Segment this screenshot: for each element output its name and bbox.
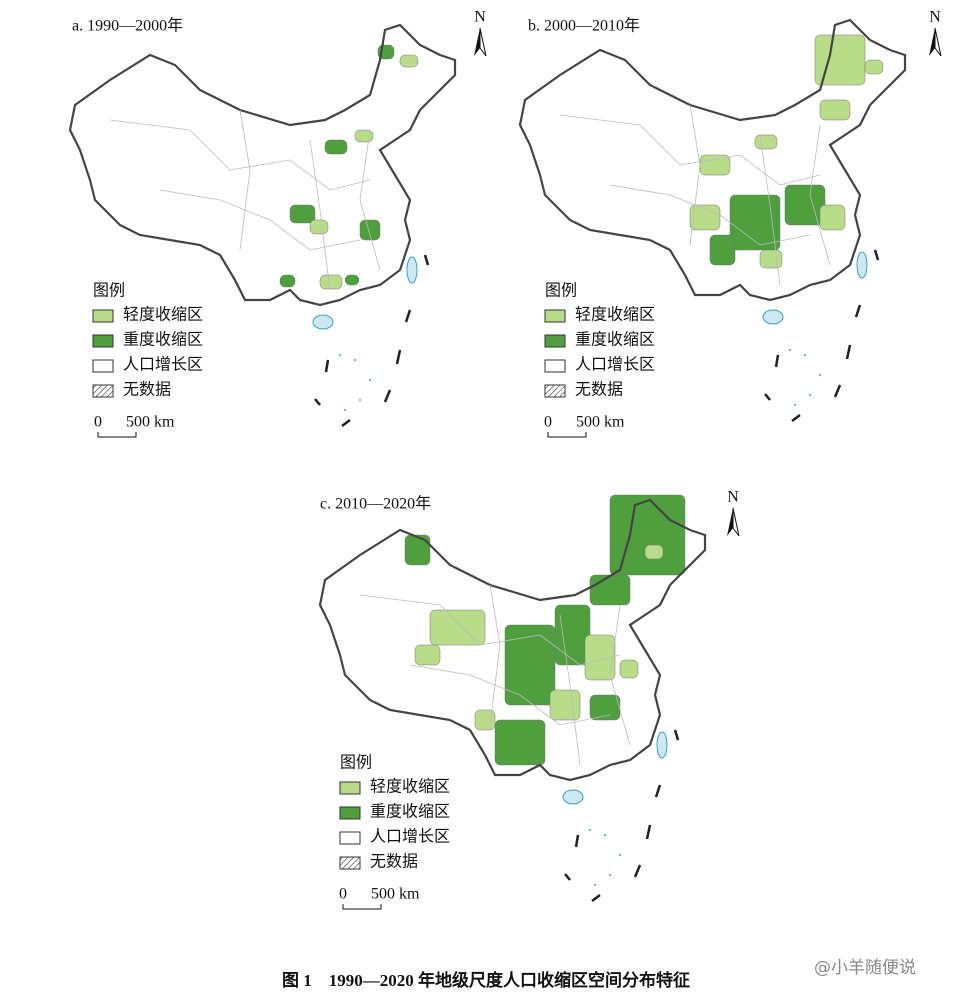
legend-label: 人口增长区 (123, 356, 203, 374)
legend-swatch (544, 334, 566, 348)
map (68, 23, 457, 428)
legend-swatch (92, 384, 114, 398)
shrink-area (589, 574, 631, 606)
map (318, 494, 707, 903)
shrink-area (644, 544, 664, 560)
scale-bar (547, 432, 587, 438)
legend-swatch (544, 384, 566, 398)
shrink-area (819, 99, 851, 121)
shrink-area (359, 219, 381, 241)
legend-label: 人口增长区 (370, 828, 450, 846)
north-arrow-half (934, 27, 942, 57)
shrink-area (344, 274, 360, 286)
legend-label: 轻度收缩区 (370, 778, 450, 796)
legend-title: 图例 (93, 282, 125, 300)
legend-label: 无数据 (123, 381, 171, 399)
shrink-area (754, 134, 778, 150)
scale-zero: 0 (94, 414, 102, 431)
north-arrow-half (732, 507, 740, 537)
shrink-area (399, 54, 419, 68)
north-arrow (474, 28, 480, 56)
north-label: N (929, 9, 941, 26)
shrink-area (324, 139, 348, 155)
panel-title: a. 1990—2000年 (72, 17, 183, 35)
scale-zero: 0 (339, 886, 347, 903)
shrink-area (474, 709, 496, 731)
shrink-area (549, 689, 581, 721)
north-label: N (474, 9, 486, 26)
north-label: N (727, 489, 739, 506)
scale-zero: 0 (544, 414, 552, 431)
legend-swatch (544, 309, 566, 323)
north-arrow (727, 508, 733, 536)
legend-label: 轻度收缩区 (575, 306, 655, 324)
scale-label: 500 km (371, 886, 420, 903)
north-arrow-half (479, 27, 487, 57)
shrink-area (354, 129, 374, 143)
shrink-area (619, 659, 639, 679)
shrink-area (309, 219, 329, 235)
legend-label: 轻度收缩区 (123, 306, 203, 324)
shrink-area (429, 609, 486, 646)
legend-swatch (544, 359, 566, 373)
shrink-area (589, 694, 621, 721)
scale-label: 500 km (126, 414, 175, 431)
legend-swatch (92, 334, 114, 348)
shrink-area (819, 204, 846, 231)
north-arrow (929, 28, 935, 56)
shrink-area (814, 34, 866, 86)
watermark: @小羊随便说 (814, 958, 916, 978)
shrink-area (759, 249, 783, 269)
legend-label: 人口增长区 (575, 356, 655, 374)
shrink-area (404, 534, 431, 566)
shrink-area (584, 634, 616, 681)
legend-swatch (92, 359, 114, 373)
legend-title: 图例 (340, 754, 372, 772)
legend-swatch (339, 806, 361, 820)
legend-swatch (339, 831, 361, 845)
shrink-area (709, 234, 736, 266)
shrink-area (319, 274, 343, 290)
shrink-area (689, 204, 721, 231)
panel-title: b. 2000—2010年 (528, 17, 640, 35)
legend-title: 图例 (545, 282, 577, 300)
panel-title: c. 2010—2020年 (320, 495, 431, 513)
shrink-area (414, 644, 441, 666)
shrink-area (289, 204, 316, 224)
shrink-area (279, 274, 296, 288)
legend-label: 重度收缩区 (370, 803, 450, 821)
legend-swatch (92, 309, 114, 323)
legend-label: 无数据 (370, 853, 418, 871)
shrink-area (864, 59, 884, 75)
scale-label: 500 km (576, 414, 625, 431)
scale-bar (97, 432, 137, 438)
shrink-area (699, 154, 731, 176)
scale-bar (342, 904, 382, 910)
legend-label: 无数据 (575, 381, 623, 399)
shrink-area (504, 624, 556, 706)
legend-label: 重度收缩区 (575, 331, 655, 349)
legend-swatch (339, 856, 361, 870)
legend-label: 重度收缩区 (123, 331, 203, 349)
legend-swatch (339, 781, 361, 795)
caption: 图 1 1990—2020 年地级尺度人口收缩区空间分布特征 (282, 970, 690, 990)
map (518, 18, 907, 423)
shrink-area (784, 184, 826, 226)
shrink-area (494, 719, 546, 766)
